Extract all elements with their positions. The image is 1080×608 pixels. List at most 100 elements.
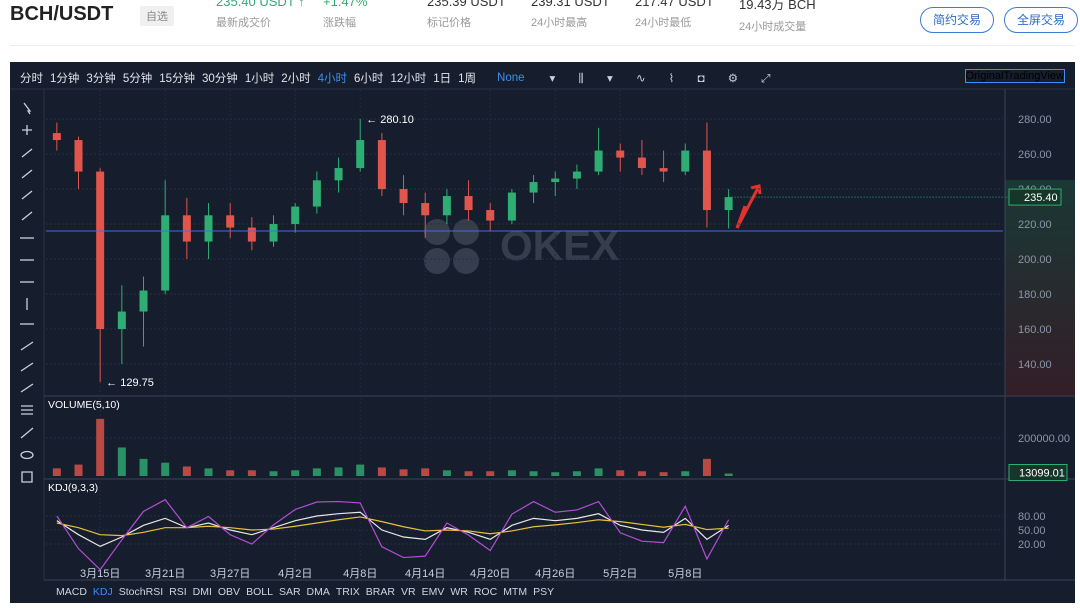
interval[interactable]: 1周 — [458, 73, 477, 85]
interval[interactable]: 4小时 — [317, 73, 348, 85]
candle-body — [464, 196, 473, 211]
y-tick-label: 160.00 — [1018, 324, 1052, 336]
candle-body — [74, 140, 83, 172]
indicator[interactable]: PSY — [533, 586, 555, 598]
candle-body — [247, 227, 256, 242]
volume-bar — [637, 471, 646, 476]
interval[interactable]: 2小时 — [281, 73, 311, 85]
watermark: OKEX — [424, 219, 619, 274]
candle-body — [269, 224, 278, 242]
indicator[interactable]: BRAR — [365, 586, 395, 598]
volume-bar — [551, 472, 560, 476]
indicator[interactable]: DMI — [192, 586, 212, 598]
stat-label: 最新成交价 — [216, 17, 271, 29]
drawing-tools[interactable] — [20, 102, 34, 483]
interval[interactable]: 6小时 — [354, 73, 384, 85]
chart-bg — [10, 62, 1075, 603]
stat-label: 标记价格 — [427, 17, 471, 29]
volume-bar — [117, 447, 126, 476]
stat-value: 19.43万 BCH — [739, 0, 816, 12]
volume-bar — [702, 458, 711, 476]
watermark-dot — [453, 248, 479, 274]
indicator[interactable]: EMV — [421, 586, 445, 598]
interval[interactable]: 12小时 — [390, 73, 427, 85]
watermark-text: OKEX — [500, 222, 619, 269]
stat-value: 217.47 USDT — [635, 0, 714, 9]
candle-body — [551, 178, 560, 183]
x-tick-label: 4月26日 — [535, 568, 575, 580]
x-tick-label: 3月21日 — [145, 568, 185, 580]
candle-body — [421, 203, 430, 216]
toolbar-icons[interactable]: ▾ ⫼ ▾ ∿ ⌇ ◘ ⚙ ⤢ — [549, 72, 781, 85]
candle-body — [659, 168, 668, 172]
interval[interactable]: 5分钟 — [122, 73, 153, 85]
candle-body — [442, 196, 451, 216]
stat-value: 235.40 USDT ↑ — [216, 0, 305, 9]
indicator[interactable]: OBV — [217, 586, 241, 598]
interval[interactable]: 分时 — [20, 73, 43, 85]
y-tick-label: 260.00 — [1018, 149, 1052, 161]
watch-button[interactable]: 自选 — [140, 6, 174, 26]
volume-bar — [572, 471, 581, 476]
candle-body — [572, 171, 581, 179]
stat-label: 24小时最高 — [531, 17, 588, 29]
candle-body — [312, 180, 321, 207]
interval[interactable]: 1小时 — [244, 73, 275, 85]
kdj-line — [56, 511, 729, 548]
indicator[interactable]: MACD — [56, 586, 87, 598]
interval[interactable]: 30分钟 — [202, 73, 238, 85]
volume-bar — [377, 467, 386, 476]
indicator[interactable]: SAR — [278, 586, 301, 598]
indicator[interactable]: RSI — [169, 586, 187, 598]
volume-bar — [96, 418, 105, 476]
indicator[interactable]: ROC — [473, 586, 498, 598]
indicator[interactable]: TRIX — [335, 586, 360, 598]
chart-style[interactable]: None — [497, 72, 525, 84]
interval[interactable]: 1分钟 — [50, 73, 80, 85]
header-button[interactable]: 全屏交易 — [1004, 7, 1078, 33]
volume-bar — [139, 458, 148, 476]
y-tick-label: 200000.00 — [1018, 433, 1070, 445]
panel-title: VOLUME(5,10) — [48, 399, 120, 411]
candle-body — [356, 140, 365, 169]
toolbar: 分时 1分钟 3分钟 5分钟 15分钟 30分钟 1小时 2小时 4小时 6小时 12小时 1日 1周 N… — [20, 70, 780, 86]
mode[interactable]: TradingView — [1003, 70, 1064, 82]
stat-label: 24小时最低 — [635, 17, 692, 29]
y-tick-label: 180.00 — [1018, 289, 1052, 301]
stat: 235.39 USDT 标记价格 — [427, 0, 506, 30]
volume-bar — [182, 466, 191, 476]
candle-body — [291, 206, 300, 225]
y-tick-label: 50.00 — [1018, 525, 1046, 537]
header-button[interactable]: 简约交易 — [920, 7, 994, 33]
volume-bar — [334, 467, 343, 476]
x-tick-label: 4月8日 — [343, 568, 377, 580]
interval[interactable]: 1日 — [433, 73, 452, 85]
volume-bar — [356, 464, 365, 476]
last-price: 235.40 — [1024, 192, 1058, 204]
interval[interactable]: 3分钟 — [86, 73, 116, 85]
indicator[interactable]: KDJ — [92, 586, 113, 598]
indicator[interactable]: VR — [400, 586, 416, 598]
candle-body — [507, 192, 516, 221]
volume-bar — [442, 470, 451, 476]
indicator[interactable]: WR — [450, 586, 468, 598]
modes: Original TradingView — [964, 69, 1065, 83]
x-tick-label: 3月27日 — [210, 568, 250, 580]
indicator[interactable]: MTM — [503, 586, 528, 598]
candle-body — [96, 171, 105, 330]
candle-body — [226, 215, 235, 228]
candle-body — [616, 150, 625, 158]
interval[interactable]: 15分钟 — [159, 73, 196, 85]
volume-bar — [616, 470, 625, 476]
candle-body — [182, 215, 191, 242]
volume-bar — [269, 471, 278, 476]
volume-bar — [312, 468, 321, 476]
indicator[interactable]: StochRSI — [118, 586, 164, 598]
mode[interactable]: Original — [965, 70, 1004, 82]
x-tick-label: 5月2日 — [603, 568, 637, 580]
volume-bar — [486, 471, 495, 476]
indicator[interactable]: BOLL — [246, 586, 273, 598]
indicator[interactable]: DMA — [306, 586, 330, 598]
last-volume: 13099.01 — [1019, 468, 1065, 480]
